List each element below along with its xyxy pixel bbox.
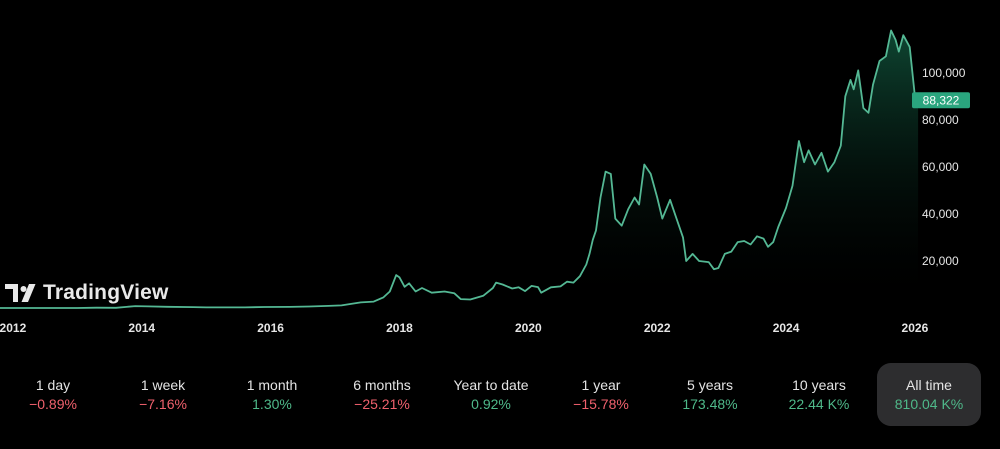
current-price-badge-bg bbox=[912, 92, 970, 109]
period-label: All time bbox=[906, 377, 952, 393]
x-tick-label: 2026 bbox=[902, 321, 929, 335]
period-5-years[interactable]: 5 years 173.48% bbox=[658, 363, 762, 425]
x-tick-label: 2022 bbox=[644, 321, 671, 335]
x-tick-label: 2020 bbox=[515, 321, 542, 335]
y-tick-label: 60,000 bbox=[922, 160, 959, 174]
x-tick-label: 2016 bbox=[257, 321, 284, 335]
period-1-month[interactable]: 1 month 1.30% bbox=[220, 363, 324, 425]
period-year-to-date[interactable]: Year to date 0.92% bbox=[439, 363, 543, 425]
period-change-value: 810.04 K% bbox=[894, 396, 964, 412]
period-label: 1 week bbox=[140, 376, 186, 393]
period-change-value: −15.78% bbox=[573, 395, 629, 412]
tradingview-logo-text: TradingView bbox=[43, 281, 169, 304]
period-1-week[interactable]: 1 week −7.16% bbox=[111, 363, 215, 425]
period-label: 5 years bbox=[687, 376, 733, 393]
period-all-time[interactable]: All time 810.04 K% bbox=[877, 363, 981, 426]
current-price-badge: 88,322 bbox=[912, 92, 970, 109]
price-chart[interactable]: 20,000 40,000 60,000 80,000 100,000 2012 2014… bbox=[0, 0, 1000, 345]
x-tick-label: 2012 bbox=[0, 321, 27, 335]
x-tick-label: 2024 bbox=[773, 321, 800, 335]
price-line bbox=[0, 29, 919, 309]
period-change-value: 173.48% bbox=[682, 395, 738, 412]
period-change-value: −7.16% bbox=[139, 395, 187, 412]
period-label: 1 year bbox=[581, 376, 621, 393]
x-axis: 2012 2014 2016 2018 2020 2022 2024 2026 bbox=[0, 321, 929, 335]
y-tick-label: 20,000 bbox=[922, 254, 959, 268]
tradingview-logo[interactable]: TradingView bbox=[5, 280, 169, 306]
period-1-year[interactable]: 1 year −15.78% bbox=[549, 363, 653, 425]
period-10-years[interactable]: 10 years 22.44 K% bbox=[767, 363, 871, 425]
current-price-label: 88,322 bbox=[923, 93, 960, 107]
y-axis: 20,000 40,000 60,000 80,000 100,000 bbox=[922, 66, 966, 268]
period-selector: 1 day −0.89% 1 week −7.16% 1 month 1.30% 6 mon… bbox=[0, 361, 1000, 431]
period-change-value: 0.92% bbox=[471, 395, 511, 412]
y-tick-label: 40,000 bbox=[922, 207, 959, 221]
period-label: 10 years bbox=[792, 376, 846, 393]
period-change-value: −0.89% bbox=[29, 395, 77, 412]
period-change-value: −25.21% bbox=[354, 395, 410, 412]
period-change-value: 1.30% bbox=[252, 395, 292, 412]
price-area-fill bbox=[0, 30, 919, 308]
period-label: 1 month bbox=[246, 376, 298, 393]
chart-svg: 20,000 40,000 60,000 80,000 100,000 2012 2014… bbox=[0, 29, 970, 335]
period-change-value: 22.44 K% bbox=[788, 395, 850, 412]
tradingview-logo-icon bbox=[5, 284, 36, 302]
y-tick-label: 100,000 bbox=[922, 66, 966, 80]
period-label: Year to date bbox=[453, 376, 529, 393]
period-1-day[interactable]: 1 day −0.89% bbox=[1, 363, 105, 425]
period-6-months[interactable]: 6 months −25.21% bbox=[330, 363, 434, 425]
period-label: 6 months bbox=[353, 376, 411, 393]
x-tick-label: 2014 bbox=[128, 321, 155, 335]
period-label: 1 day bbox=[35, 376, 71, 393]
x-tick-label: 2018 bbox=[386, 321, 413, 335]
y-tick-label: 80,000 bbox=[922, 113, 959, 127]
